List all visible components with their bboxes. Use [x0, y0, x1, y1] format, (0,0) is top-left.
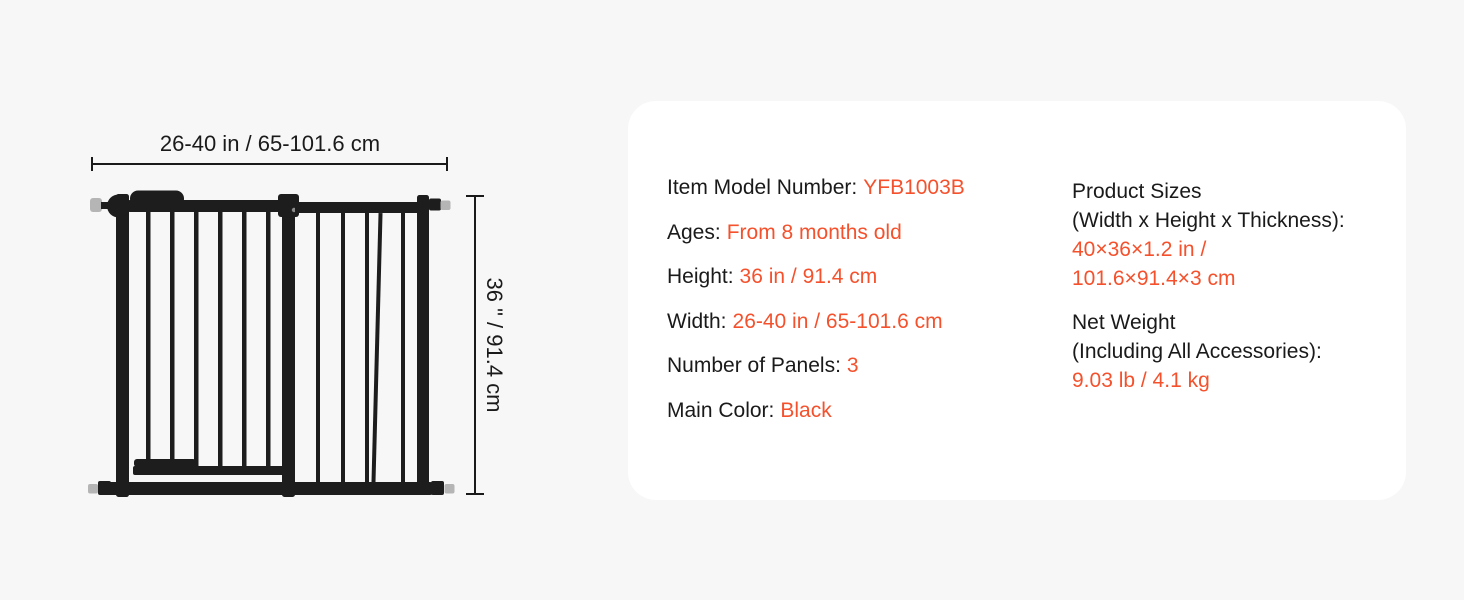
gate-left-post [116, 194, 129, 497]
spec-label: Item Model Number: [667, 176, 858, 199]
gate-door-bars [146, 212, 271, 468]
gate-diagram: 26-40 in / 65-101.6 cm 36 " / 91.4 cm [80, 115, 540, 515]
gate-extension-top-rail [295, 202, 423, 213]
gate-top-left-spindle-cap [90, 198, 102, 212]
spec-card: Item Model Number: YFB1003B Ages: From 8 m… [628, 101, 1406, 500]
gate-bottom-left-spindle-cap [88, 484, 98, 494]
spec-label: Height: [667, 265, 734, 289]
spec-row-width: Width: 26-40 in / 65-101.6 cm [667, 300, 965, 345]
gate-bottom-rail [104, 482, 434, 495]
gate-door-bottom-latch [134, 459, 196, 467]
height-dimension-label: 36 " / 91.4 cm [482, 278, 507, 413]
gate-artwork [88, 190, 455, 497]
spec-label-line: Product Sizes [1072, 180, 1202, 203]
spec-value: 3 [846, 354, 859, 378]
spec-column-left: Item Model Number: YFB1003B Ages: From 8 m… [667, 166, 965, 434]
spec-label-line: (Width x Height x Thickness): [1072, 209, 1345, 232]
spec-row-ages: Ages: From 8 months old [667, 211, 965, 256]
spec-value: Black [780, 398, 832, 422]
spec-block-net-weight: Net Weight (Including All Accessories): … [1072, 308, 1345, 395]
spec-label: Ages: [667, 220, 721, 244]
spec-label: Main Color: [667, 398, 775, 422]
gate-door-top-rail [128, 200, 295, 212]
gate-top-right-spindle-knob [429, 198, 441, 211]
spec-value-line: 9.03 lb / 4.1 kg [1072, 369, 1210, 392]
gate-diagram-svg: 26-40 in / 65-101.6 cm 36 " / 91.4 cm [88, 131, 507, 497]
spec-row-item-model-number: Item Model Number: YFB1003B [667, 166, 965, 211]
gate-right-post [417, 195, 429, 493]
spec-value: 36 in / 91.4 cm [739, 265, 878, 289]
spec-value-line: 40×36×1.2 in / [1072, 238, 1207, 261]
spec-value: From 8 months old [726, 220, 902, 244]
gate-bottom-right-spindle-knob [431, 481, 444, 495]
spec-row-main-color: Main Color: Black [667, 389, 965, 434]
gate-door-bottom-rail [133, 466, 295, 475]
spec-value: YFB1003B [863, 176, 965, 199]
spec-label: Number of Panels: [667, 354, 841, 378]
gate-top-right-spindle-cap [440, 200, 451, 210]
height-dimension-line [466, 195, 484, 495]
spec-block-product-sizes: Product Sizes (Width x Height x Thicknes… [1072, 177, 1345, 293]
spec-value-line: 101.6×91.4×3 cm [1072, 267, 1236, 290]
width-dimension-label: 26-40 in / 65-101.6 cm [160, 131, 380, 156]
spec-row-height: Height: 36 in / 91.4 cm [667, 255, 965, 300]
spec-label-line: (Including All Accessories): [1072, 340, 1322, 363]
spec-label-line: Net Weight [1072, 311, 1176, 334]
gate-tension-knob [107, 194, 130, 218]
width-dimension-line [91, 157, 448, 171]
spec-value: 26-40 in / 65-101.6 cm [732, 309, 943, 333]
spec-column-right: Product Sizes (Width x Height x Thicknes… [1072, 177, 1345, 395]
gate-extension-bars [316, 212, 405, 484]
gate-middle-post [282, 194, 295, 497]
spec-row-number-of-panels: Number of Panels: 3 [667, 344, 965, 389]
gate-bottom-left-spindle-knob [98, 481, 111, 495]
gate-bottom-right-spindle-cap [444, 484, 455, 494]
spec-label: Width: [667, 309, 727, 333]
